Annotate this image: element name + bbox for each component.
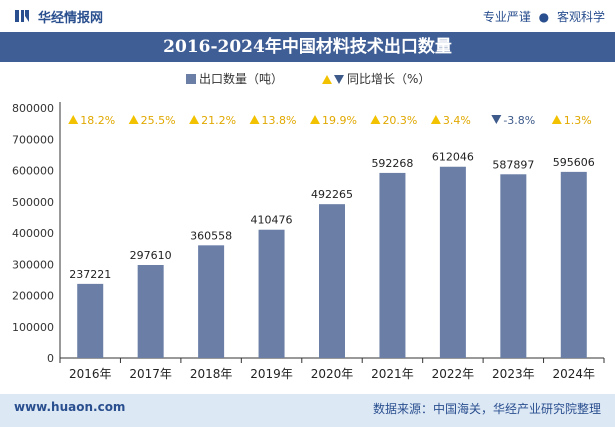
top-bar: 华经情报网 专业严谨 ● 客观科学: [0, 0, 615, 32]
growth-up-triangle-icon: [370, 115, 381, 124]
x-tick-label: 2021年: [371, 367, 414, 381]
y-tick-label: 700000: [12, 133, 54, 146]
growth-down-triangle-icon: [491, 115, 502, 124]
growth-up-triangle-icon: [68, 115, 79, 124]
legend-down-triangle-icon: [334, 75, 344, 84]
tagline-right: 客观科学: [556, 10, 605, 24]
chart-area: 出口数量（吨） 同比增长（%） 0 100000 200000 300000 40000…: [12, 71, 605, 381]
growth-up-triangle-icon: [551, 115, 562, 124]
growth-up-triangle-icon: [128, 115, 139, 124]
bar: [258, 229, 285, 358]
bar-value-label: 492265: [311, 188, 353, 201]
x-tick-label: 2024年: [553, 367, 596, 381]
bar-value-label: 237221: [69, 268, 111, 281]
y-tick-label: 0: [47, 352, 54, 365]
bar-value-label: 360558: [190, 229, 232, 242]
y-tick-label: 200000: [12, 290, 54, 303]
footer-bar: [0, 394, 615, 427]
bar: [500, 174, 527, 358]
bar-value-label: 612046: [432, 151, 474, 164]
bar: [379, 172, 406, 358]
bar: [77, 283, 104, 358]
brand-name: 华经情报网: [38, 11, 104, 26]
bar: [439, 166, 466, 358]
growth-label: 1.3%: [564, 114, 592, 127]
bar-value-label: 297610: [130, 249, 172, 262]
bar-value-label: 587897: [492, 158, 534, 171]
x-tick-label: 2016年: [69, 367, 112, 381]
legend-up-triangle-icon: [322, 75, 332, 84]
tagline-dot-icon: ●: [538, 10, 550, 24]
x-tick-label: 2022年: [432, 367, 475, 381]
y-tick-label: 800000: [12, 102, 54, 115]
bar: [137, 264, 164, 358]
footer-source: 数据来源：中国海关，华经产业研究院整理: [372, 402, 601, 416]
growth-label: 18.2%: [80, 114, 115, 127]
tagline: 专业严谨 ● 客观科学: [483, 8, 605, 25]
x-tick-label: 2019年: [250, 367, 293, 381]
bar: [319, 204, 345, 358]
x-tick-label: 2017年: [129, 367, 172, 381]
growth-label: 20.3%: [382, 114, 417, 127]
bar: [560, 171, 587, 358]
bar: [198, 245, 225, 358]
x-tick-label: 2023年: [492, 367, 535, 381]
x-tick-label: 2020年: [311, 367, 354, 381]
x-tick-label: 2018年: [190, 367, 233, 381]
growth-label: 19.9%: [322, 114, 357, 127]
chart-title: 2016-2024年中国材料技术出口数量: [163, 37, 452, 57]
y-tick-label: 100000: [12, 321, 54, 334]
growth-label: 3.4%: [443, 114, 471, 127]
growth-label: 21.2%: [201, 114, 236, 127]
bar-value-label: 410476: [251, 214, 293, 227]
tagline-left: 专业严谨: [482, 10, 531, 24]
growth-up-triangle-icon: [189, 115, 200, 124]
y-tick-label: 500000: [12, 196, 54, 209]
y-tick-label: 300000: [12, 258, 54, 271]
legend-bar-swatch: [186, 74, 196, 84]
bar-value-label: 592268: [371, 157, 413, 170]
title-bar: [0, 32, 615, 62]
legend-growth-label: 同比增长（%）: [347, 72, 430, 86]
growth-label: 25.5%: [141, 114, 176, 127]
growth-up-triangle-icon: [249, 115, 260, 124]
growth-label: -3.8%: [503, 114, 535, 127]
growth-label: 13.8%: [262, 114, 297, 127]
growth-up-triangle-icon: [310, 115, 320, 124]
brand-logo-icon: [15, 10, 29, 22]
y-tick-label: 400000: [12, 227, 54, 240]
legend-bar-label: 出口数量（吨）: [199, 71, 283, 86]
y-tick-label: 600000: [12, 165, 54, 178]
growth-up-triangle-icon: [430, 115, 441, 124]
bar-value-label: 595606: [553, 156, 595, 169]
footer-site: www.huaon.com: [14, 400, 126, 414]
